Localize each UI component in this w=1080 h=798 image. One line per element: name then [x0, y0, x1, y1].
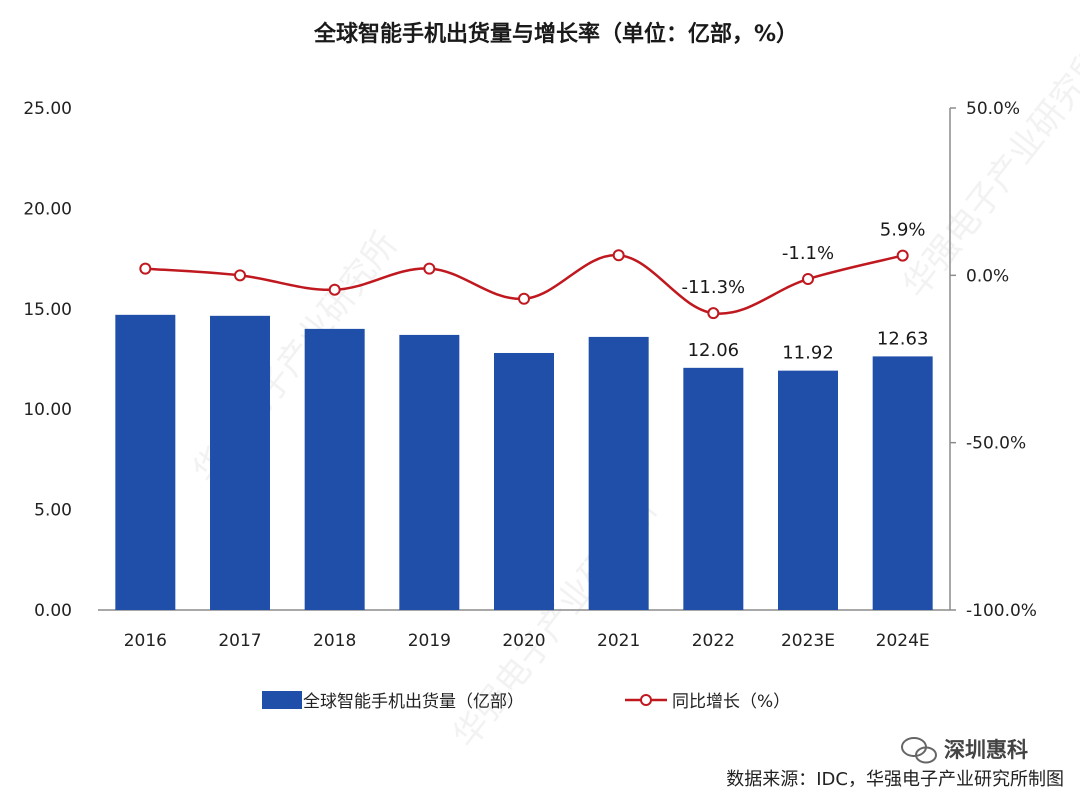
right-axis-ticks: -100.0% -50.0% 0.0% 50.0%: [950, 99, 1037, 621]
growth-point: [802, 273, 814, 286]
line-data-labels: -11.3% -1.1% 5.9%: [681, 220, 925, 299]
bar: [683, 367, 744, 610]
x-tick-label: 2020: [502, 631, 545, 651]
bar-data-label: 12.06: [688, 340, 740, 361]
x-tick-label: 2016: [124, 631, 167, 651]
bar: [778, 370, 838, 610]
growth-point: [896, 249, 909, 262]
x-tick-label: 2024E: [876, 631, 930, 651]
left-tick-label: 10.00: [23, 400, 72, 420]
growth-point: [707, 307, 720, 320]
bar-data-label: 12.63: [877, 328, 929, 349]
bar: [115, 314, 176, 610]
right-tick-label: 0.0%: [966, 266, 1009, 286]
legend-line-label: 同比增长（%）: [672, 692, 790, 712]
source-note: 数据来源：IDC，华强电子产业研究所制图: [726, 769, 1064, 790]
x-tick-label: 2019: [408, 631, 451, 651]
bar-series: [115, 314, 933, 610]
growth-point: [518, 292, 530, 305]
line-series: [139, 249, 909, 320]
growth-point: [139, 262, 152, 275]
growth-point: [234, 269, 246, 282]
left-tick-label: 0.00: [34, 601, 72, 621]
bar: [872, 356, 933, 610]
x-tick-label: 2022: [692, 631, 735, 651]
bar: [494, 352, 554, 610]
x-tick-label: 2023E: [781, 631, 835, 651]
legend-bar-swatch: [262, 691, 302, 709]
right-tick-label: -50.0%: [966, 434, 1026, 454]
growth-point: [328, 283, 341, 296]
bar: [588, 336, 649, 610]
line-data-label: 5.9%: [880, 220, 926, 241]
left-tick-label: 25.00: [23, 99, 72, 119]
growth-point: [612, 249, 625, 262]
right-tick-label: 50.0%: [966, 99, 1020, 119]
x-axis-ticks: 2016 2017 2018 2019 2020 2021 2022 2023E 2024E: [124, 631, 930, 651]
left-tick-label: 15.00: [23, 300, 72, 320]
line-data-label: -1.1%: [782, 243, 834, 264]
wechat-icon: [901, 737, 937, 764]
bar-data-label: 11.92: [782, 343, 834, 364]
chart-title: 全球智能手机出货量与增长率（单位：亿部，%）: [313, 21, 798, 47]
growth-point: [423, 262, 436, 275]
left-axis-ticks: 0.00 5.00 10.00 15.00 20.00 25.00: [23, 99, 72, 621]
left-tick-label: 20.00: [23, 199, 72, 219]
bar: [399, 334, 460, 610]
x-tick-label: 2021: [597, 631, 640, 651]
bar-data-labels: 12.06 11.92 12.63: [688, 328, 929, 363]
x-tick-label: 2018: [313, 631, 356, 651]
bar: [304, 328, 365, 610]
legend-bar-label: 全球智能手机出货量（亿部）: [303, 692, 524, 712]
brand-name: 深圳惠科: [944, 738, 1028, 762]
brand-badge: 深圳惠科: [901, 737, 1028, 764]
legend: 全球智能手机出货量（亿部） 同比增长（%）: [262, 691, 790, 712]
bar: [210, 315, 270, 610]
line-data-label: -11.3%: [681, 277, 745, 298]
left-tick-label: 5.00: [34, 501, 72, 521]
x-tick-label: 2017: [218, 631, 261, 651]
legend-line-marker: [640, 694, 652, 706]
right-tick-label: -100.0%: [966, 601, 1037, 621]
